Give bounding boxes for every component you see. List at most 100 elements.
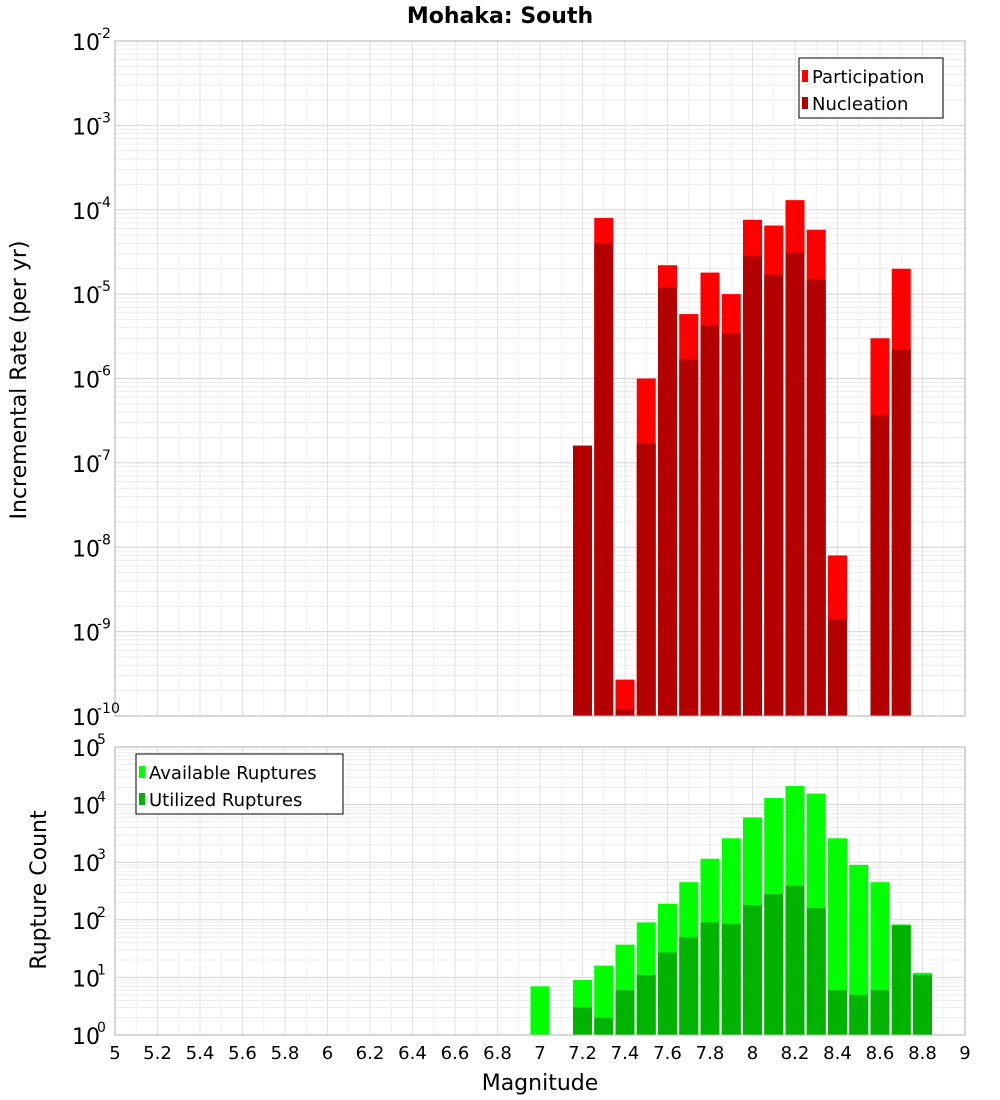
legend-swatch <box>139 766 145 778</box>
xtick-label: 6.4 <box>398 1043 427 1064</box>
ytick-label: 10 <box>72 737 100 762</box>
bar-nucleation <box>828 619 847 716</box>
xtick-label: 9 <box>959 1043 970 1064</box>
xtick-label: 8.6 <box>866 1043 895 1064</box>
ytick-label: 10 <box>72 31 100 56</box>
ytick-exponent: -4 <box>97 195 111 211</box>
xtick-label: 5.4 <box>186 1043 215 1064</box>
legend-entry: Participation <box>812 67 924 88</box>
ytick-label: 10 <box>72 537 100 562</box>
ytick-exponent: -9 <box>97 617 111 633</box>
xtick-label: 5.2 <box>143 1043 172 1064</box>
legend-swatch <box>802 97 808 109</box>
xtick-label: 7 <box>534 1043 545 1064</box>
legend-swatch <box>802 70 808 82</box>
xtick-label: 7.6 <box>653 1043 682 1064</box>
ytick-label: 10 <box>72 1025 100 1050</box>
xtick-label: 5.6 <box>228 1043 257 1064</box>
plot-frame <box>114 40 966 717</box>
xtick-label: 8 <box>747 1043 758 1064</box>
bar-utilized <box>806 908 826 1035</box>
legend-box <box>798 57 944 119</box>
rate-ylabel: Incremental Rate (per yr) <box>7 241 32 520</box>
bar-nucleation <box>806 279 826 716</box>
bar-participation <box>615 679 635 716</box>
magnitude-xlabel: Magnitude <box>482 1071 599 1096</box>
ytick-label: 10 <box>72 200 100 225</box>
ytick-exponent: -8 <box>97 532 111 548</box>
bar-nucleation <box>573 445 592 716</box>
bar-utilized <box>743 905 762 1035</box>
chart-title: Mohaka: South <box>407 4 593 29</box>
xtick-label: 5.8 <box>271 1043 300 1064</box>
bar-nucleation <box>891 349 911 716</box>
bar-nucleation <box>636 443 656 716</box>
xtick-label: 6.8 <box>483 1043 512 1064</box>
ytick-exponent: 0 <box>97 1020 106 1036</box>
ytick-label: 10 <box>72 852 100 877</box>
xtick-label: 7.4 <box>611 1043 640 1064</box>
bar-utilized <box>849 994 869 1035</box>
bar-utilized <box>700 922 720 1035</box>
bar-available <box>530 986 550 1035</box>
legend-entry: Nucleation <box>812 94 908 115</box>
plot-frame <box>114 746 966 1036</box>
bar-utilized <box>764 894 784 1035</box>
bar-nucleation <box>615 709 635 716</box>
xtick-label: 6.2 <box>356 1043 385 1064</box>
bar-utilized <box>679 937 699 1035</box>
bar-nucleation <box>785 252 805 716</box>
rate-panel: 10-210-310-410-510-610-710-810-910-10Par… <box>72 26 966 731</box>
xtick-label: 7.8 <box>696 1043 725 1064</box>
legend-entry: Utilized Ruptures <box>149 790 302 811</box>
ytick-label: 10 <box>72 115 100 140</box>
ytick-label: 10 <box>72 284 100 309</box>
ytick-label: 10 <box>72 706 100 731</box>
xtick-label: 7.2 <box>568 1043 597 1064</box>
xtick-label: 6 <box>322 1043 333 1064</box>
bar-utilized <box>636 975 656 1035</box>
ytick-exponent: 5 <box>97 732 106 748</box>
ytick-label: 10 <box>72 910 100 935</box>
ytick-exponent: -6 <box>97 364 111 380</box>
ytick-exponent: -7 <box>97 448 111 464</box>
ytick-exponent: 3 <box>97 847 106 863</box>
bar-nucleation <box>870 414 890 716</box>
bar-utilized <box>594 1017 614 1035</box>
ytick-exponent: 1 <box>97 962 106 978</box>
bar-nucleation <box>764 274 784 716</box>
xtick-label: 8.8 <box>908 1043 937 1064</box>
bar-utilized <box>615 990 635 1035</box>
bar-utilized <box>913 975 932 1035</box>
legend: Available Ruptures Utilized Ruptures <box>135 753 344 815</box>
bar-utilized <box>785 885 805 1035</box>
xtick-label: 5 <box>109 1043 120 1064</box>
legend-entry: Available Ruptures <box>149 763 317 784</box>
bar-available <box>849 864 869 1035</box>
legend-box <box>135 753 344 815</box>
bar-nucleation <box>743 256 762 716</box>
bar-nucleation <box>658 287 677 716</box>
bar-available <box>828 838 847 1035</box>
ytick-label: 10 <box>72 967 100 992</box>
ytick-label: 10 <box>72 795 100 820</box>
xtick-label: 6.6 <box>441 1043 470 1064</box>
ytick-exponent: -10 <box>97 701 120 717</box>
bar-nucleation <box>700 325 720 716</box>
ytick-label: 10 <box>72 369 100 394</box>
bar-nucleation <box>594 243 614 717</box>
bar-utilized <box>891 925 911 1035</box>
bar-utilized <box>721 923 741 1035</box>
ytick-exponent: 4 <box>97 790 106 806</box>
bar-utilized <box>658 952 677 1035</box>
bar-utilized <box>828 990 847 1035</box>
ytick-exponent: -2 <box>97 26 111 42</box>
bar-utilized <box>573 1007 592 1035</box>
bar-utilized <box>870 990 890 1035</box>
ytick-exponent: -5 <box>97 279 111 295</box>
legend: Participation Nucleation <box>798 57 944 119</box>
ytick-label: 10 <box>72 622 100 647</box>
xtick-label: 8.4 <box>823 1043 852 1064</box>
